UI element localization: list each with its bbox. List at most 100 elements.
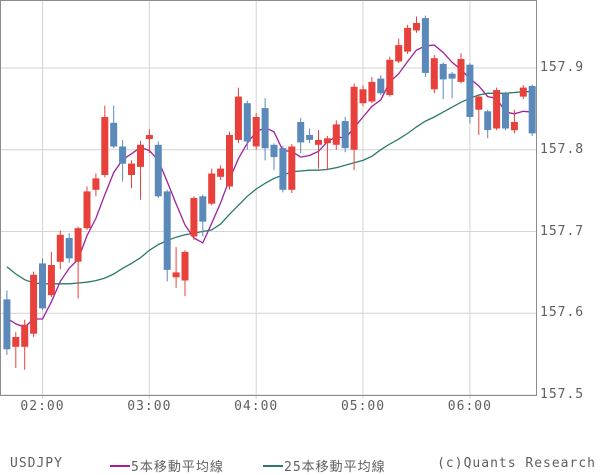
y-tick-label: 157.8 bbox=[540, 141, 585, 157]
candle-06:30 bbox=[519, 85, 527, 100]
candle-body bbox=[270, 144, 278, 158]
candle-06:05 bbox=[475, 95, 483, 135]
candle-02:45 bbox=[119, 139, 127, 182]
candle-body bbox=[83, 191, 91, 229]
candle-02:15 bbox=[65, 233, 73, 263]
ma5-line-swatch bbox=[110, 465, 130, 467]
candle-02:10 bbox=[56, 230, 64, 270]
candle-body bbox=[30, 274, 38, 334]
candle-03:25 bbox=[190, 196, 198, 240]
candle-body bbox=[448, 73, 456, 79]
candle-body bbox=[252, 117, 260, 147]
candle-body bbox=[510, 122, 518, 131]
candle-04:05 bbox=[261, 98, 269, 161]
candle-body bbox=[502, 93, 509, 129]
candle-body bbox=[323, 138, 331, 144]
candle-01:55 bbox=[30, 271, 38, 337]
candle-03:35 bbox=[208, 168, 216, 206]
plot-frame bbox=[0, 0, 537, 396]
candle-body bbox=[145, 135, 153, 140]
candle-body bbox=[484, 111, 492, 131]
y-tick-label: 157.7 bbox=[540, 223, 585, 239]
candle-body bbox=[421, 18, 429, 73]
candle-05:10 bbox=[377, 75, 385, 95]
candle-02:35 bbox=[101, 105, 109, 178]
candle-body bbox=[92, 178, 100, 190]
candle-01:50 bbox=[21, 319, 29, 370]
candle-body bbox=[217, 168, 225, 177]
candle-04:00 bbox=[252, 113, 260, 150]
candle-04:20 bbox=[288, 144, 296, 194]
x-tick-label: 05:00 bbox=[340, 399, 386, 414]
candle-body bbox=[404, 27, 412, 52]
candle-body bbox=[47, 265, 55, 296]
candle-03:40 bbox=[217, 165, 225, 180]
candle-body bbox=[493, 90, 501, 129]
candle-05:15 bbox=[386, 56, 394, 97]
x-tick-label: 04:00 bbox=[234, 399, 279, 414]
candle-body bbox=[386, 59, 394, 95]
candle-body bbox=[413, 23, 420, 31]
candle-body bbox=[12, 337, 20, 347]
candle-03:50 bbox=[234, 87, 242, 144]
candle-body bbox=[466, 64, 474, 117]
candle-body bbox=[181, 251, 189, 281]
candle-03:15 bbox=[172, 247, 180, 288]
legend-bar: USDJPY 5本移動平均線 25本移動平均線 (c)Quants Resear… bbox=[0, 454, 600, 475]
candle-05:00 bbox=[359, 85, 367, 107]
candle-02:50 bbox=[128, 160, 135, 189]
ma25-line bbox=[6, 91, 533, 285]
candle-04:45 bbox=[332, 120, 340, 150]
candle-02:55 bbox=[137, 140, 144, 200]
candle-body bbox=[137, 144, 144, 167]
candle-04:35 bbox=[315, 130, 322, 169]
x-tick-label: 03:00 bbox=[127, 399, 172, 414]
x-tick-label: 02:00 bbox=[20, 399, 65, 414]
candle-02:00 bbox=[39, 258, 46, 310]
candle-body bbox=[368, 81, 376, 102]
candle-03:55 bbox=[243, 100, 251, 150]
candle-03:45 bbox=[226, 131, 233, 190]
candle-body bbox=[65, 238, 73, 259]
candle-02:30 bbox=[92, 173, 100, 197]
candle-06:15 bbox=[493, 87, 501, 131]
candle-body bbox=[457, 59, 465, 82]
candle-01:40 bbox=[3, 290, 11, 355]
candle-body bbox=[3, 299, 11, 350]
candle-04:30 bbox=[306, 128, 314, 144]
candle-02:25 bbox=[83, 186, 91, 230]
candle-05:05 bbox=[368, 77, 376, 104]
candle-05:50 bbox=[448, 72, 456, 99]
y-tick-label: 157.6 bbox=[540, 305, 585, 321]
candle-body bbox=[528, 86, 536, 134]
legend-item-ma5: 5本移動平均線 bbox=[110, 456, 224, 475]
candle-body bbox=[199, 196, 207, 222]
candle-body bbox=[190, 198, 198, 237]
candle-body bbox=[350, 86, 358, 150]
candle-body bbox=[39, 263, 46, 309]
candle-body bbox=[74, 228, 82, 262]
candle-body bbox=[341, 121, 349, 149]
candle-05:30 bbox=[413, 16, 420, 33]
legend-item-ma25: 25本移動平均線 bbox=[263, 456, 386, 475]
y-tick-label: 157.5 bbox=[540, 387, 585, 402]
ma25-line-swatch bbox=[263, 465, 283, 467]
candle-02:05 bbox=[47, 251, 55, 297]
candle-body bbox=[226, 135, 233, 187]
candle-03:30 bbox=[199, 194, 207, 237]
candle-04:50 bbox=[341, 117, 349, 153]
candle-03:00 bbox=[145, 129, 153, 153]
ma5-line bbox=[6, 44, 533, 328]
candle-body bbox=[261, 108, 269, 149]
candle-05:20 bbox=[395, 38, 403, 64]
candle-03:10 bbox=[163, 189, 171, 282]
candle-body bbox=[315, 139, 322, 145]
x-tick-label: 06:00 bbox=[447, 399, 492, 414]
candle-05:40 bbox=[430, 54, 438, 94]
candle-body bbox=[56, 234, 64, 262]
candle-02:40 bbox=[110, 105, 118, 149]
candle-body bbox=[21, 324, 29, 347]
candle-body bbox=[163, 191, 171, 270]
candle-03:20 bbox=[181, 250, 189, 297]
candle-body bbox=[519, 87, 527, 97]
